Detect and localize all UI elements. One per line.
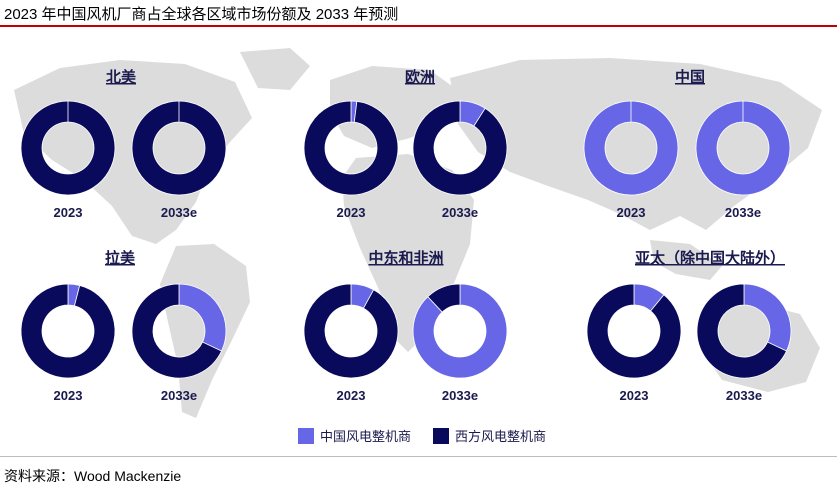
donut-slice-western: [20, 100, 116, 196]
legend-swatch: [433, 428, 449, 444]
title-divider: [0, 25, 837, 27]
region-title: 中东和非洲: [368, 249, 443, 267]
region-group: 北美 2023 2033e: [20, 68, 227, 220]
source-note: 资料来源：Wood Mackenzie: [4, 468, 182, 484]
year-label: 2033e: [725, 205, 761, 220]
region-title: 欧洲: [405, 68, 435, 86]
region-group: 中东和非洲 2023 2033e: [303, 249, 508, 403]
year-label: 2023: [54, 388, 83, 403]
donut-slice-western: [427, 283, 461, 313]
region-group: 拉美 2023 2033e: [20, 249, 227, 403]
region-group: 中国 2023 2033e: [583, 68, 791, 220]
year-label: 2023: [337, 388, 366, 403]
donut-slice-western: [131, 283, 223, 379]
year-label: 2023: [337, 205, 366, 220]
year-label: 2033e: [442, 205, 478, 220]
year-label: 2023: [620, 388, 649, 403]
map-southeast-asia: [650, 240, 722, 280]
donut-slice-chinese: [695, 100, 791, 196]
donut-slice-western: [131, 100, 227, 196]
legend-label: 中国风电整机商: [320, 429, 411, 444]
legend-swatch: [298, 428, 314, 444]
legend-label: 西方风电整机商: [455, 429, 546, 444]
region-title: 中国: [675, 68, 705, 86]
donut-slice-western: [20, 283, 116, 379]
chart-title: 2023 年中国风机厂商占全球各区域市场份额及 2033 年预测: [4, 6, 399, 23]
legend: 中国风电整机商 西方风电整机商: [298, 428, 546, 444]
region-title: 拉美: [105, 249, 136, 267]
region-title: 北美: [106, 68, 137, 86]
year-label: 2033e: [161, 205, 197, 220]
year-label: 2033e: [161, 388, 197, 403]
donut-slice-western: [303, 100, 399, 196]
donut-chart-grid: 北美 2023 2033e 欧洲 2023 2033e 中国 2023 2033e 拉美 2023 2…: [14, 48, 822, 444]
year-label: 2033e: [726, 388, 762, 403]
donut-layer: 北美 2023 2033e 欧洲 2023 2033e 中国 2023 2033e 拉美 2023 2…: [20, 68, 792, 403]
year-label: 2033e: [442, 388, 478, 403]
donut-slice-chinese: [583, 100, 679, 196]
donut-slice-western: [303, 283, 399, 379]
donut-slice-western: [412, 100, 508, 196]
source-divider: [0, 456, 837, 457]
region-group: 亚太（除中国大陆外） 2023 2033e: [586, 249, 792, 403]
map-greenland: [240, 48, 310, 90]
region-title: 亚太（除中国大陆外）: [635, 249, 785, 267]
world-map-background: [14, 48, 822, 418]
year-label: 2023: [617, 205, 646, 220]
donut-slice-western: [586, 283, 682, 379]
donut-slice-western: [696, 283, 788, 379]
year-label: 2023: [54, 205, 83, 220]
region-group: 欧洲 2023 2033e: [303, 68, 508, 220]
world-map-panel: 北美 2023 2033e 欧洲 2023 2033e 中国 2023 2033e 拉美 2023 2…: [0, 30, 837, 453]
donut-slice-chinese: [412, 283, 508, 379]
